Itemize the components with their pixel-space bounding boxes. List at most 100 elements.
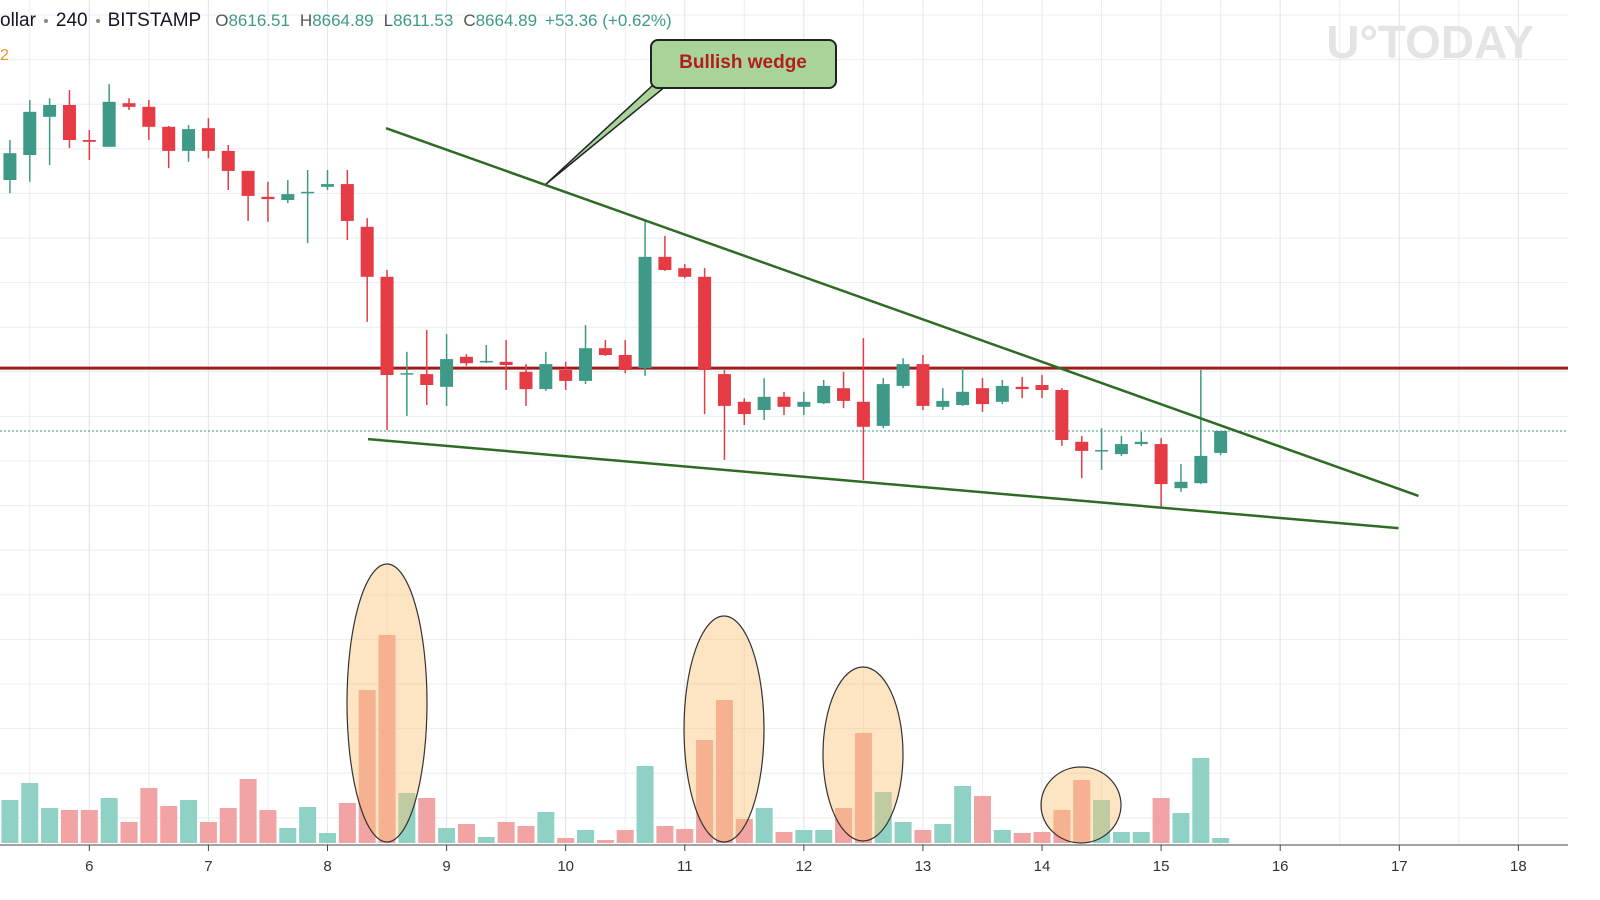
candle-body	[301, 191, 315, 194]
volume-bar	[775, 832, 793, 843]
candle-body	[817, 385, 831, 404]
volume-bar	[874, 792, 892, 843]
highlight	[346, 563, 428, 843]
volume-bar	[993, 830, 1011, 843]
ohlc-field: O8616.51	[215, 11, 290, 31]
candle-body	[400, 373, 414, 375]
highlight	[683, 615, 765, 843]
volume-bar	[100, 798, 118, 843]
field-value: 8664.89	[312, 11, 374, 30]
volume-bar	[160, 806, 178, 843]
volume-bar	[715, 700, 733, 843]
candle-body	[1055, 390, 1069, 440]
volume-bar	[299, 807, 317, 843]
volume-bar	[21, 783, 39, 843]
callout-text: Bullish wedge	[679, 52, 807, 73]
candle-body	[1095, 450, 1109, 452]
field-value: 8611.53	[393, 11, 454, 30]
candle-body	[956, 391, 970, 405]
volume-bar	[279, 828, 297, 843]
candle-body	[440, 359, 454, 387]
volume-bar	[259, 810, 277, 843]
candle-body	[23, 111, 37, 155]
candle-body	[559, 370, 573, 381]
highlight	[1040, 766, 1122, 844]
field-name: O	[215, 11, 229, 30]
volume-bar	[954, 786, 972, 843]
field-name: L	[383, 11, 394, 30]
volume-bar	[120, 822, 138, 843]
candle-body	[479, 360, 493, 363]
volume-bar	[358, 690, 376, 843]
x-tick-label: 13	[915, 858, 932, 875]
change: +53.36 (+0.62%)	[545, 11, 672, 30]
volume-bar	[815, 830, 833, 843]
candle-body	[916, 364, 930, 406]
x-tick-label: 9	[442, 858, 450, 875]
candle-body	[1194, 455, 1208, 484]
ohlc-field: H8664.89	[300, 11, 374, 31]
volume-bar	[80, 810, 98, 843]
volume-bar	[914, 830, 932, 843]
volume-bar	[477, 837, 495, 843]
volume-bar	[735, 819, 753, 843]
volume-bar	[894, 822, 912, 843]
x-tick-label: 14	[1034, 858, 1051, 875]
candle-body	[598, 348, 612, 355]
ohlc-fields: O8616.51 H8664.89 L8611.53 C8664.89	[209, 11, 537, 31]
candle-body	[3, 153, 17, 180]
candle-body	[757, 396, 771, 410]
volume-bar	[457, 824, 475, 843]
volume-bar	[1013, 833, 1031, 843]
x-tick-label: 7	[204, 858, 212, 875]
volume-bar	[656, 826, 674, 843]
grid	[0, 0, 1568, 845]
volume-bar	[577, 830, 595, 843]
candle-body	[420, 374, 434, 385]
trendline	[385, 127, 1419, 498]
candle-body	[995, 385, 1009, 402]
volume-bar	[1, 800, 19, 843]
candle-body	[698, 276, 712, 370]
callout-pointer	[545, 85, 669, 185]
volume-bar	[338, 803, 356, 843]
volume-bar	[537, 812, 555, 843]
watermark: U°TODAY	[1326, 16, 1534, 68]
volume-bar	[378, 635, 396, 843]
separator	[43, 19, 48, 23]
volume-bar	[676, 829, 694, 843]
candle-body	[241, 170, 255, 196]
candle-body	[837, 388, 851, 401]
candle-body	[380, 276, 394, 375]
ohlc-field: L8611.53	[384, 11, 454, 31]
candle-body	[261, 196, 275, 200]
candle-body	[221, 150, 235, 171]
candle-body	[737, 401, 751, 415]
x-tick-label: 8	[323, 858, 331, 875]
x-tick-label: 15	[1153, 858, 1170, 875]
separator	[95, 19, 100, 23]
volume-bar	[140, 788, 158, 843]
candle-body	[182, 129, 196, 151]
interval: 240	[55, 10, 88, 31]
volume-bar	[616, 830, 634, 843]
volume-bar	[596, 840, 614, 843]
field-value: 8664.89	[475, 11, 538, 30]
volume-bar	[636, 766, 654, 843]
x-tick-label: 17	[1391, 858, 1408, 875]
candle-body	[717, 374, 731, 406]
candle-body	[340, 184, 354, 221]
candle-body	[539, 364, 553, 390]
candle-body	[896, 364, 910, 386]
volume-pane	[1, 635, 1230, 843]
exchange: BITSTAMP	[107, 10, 202, 31]
volume-bar	[60, 810, 78, 843]
candle-body	[459, 356, 473, 364]
candle-body	[320, 184, 334, 187]
candle-body	[797, 401, 811, 407]
volume-bar	[418, 798, 436, 843]
volume-bar	[1093, 800, 1111, 843]
candle-body	[936, 400, 950, 407]
volume-bar	[438, 828, 456, 843]
volume-bar	[557, 838, 575, 843]
